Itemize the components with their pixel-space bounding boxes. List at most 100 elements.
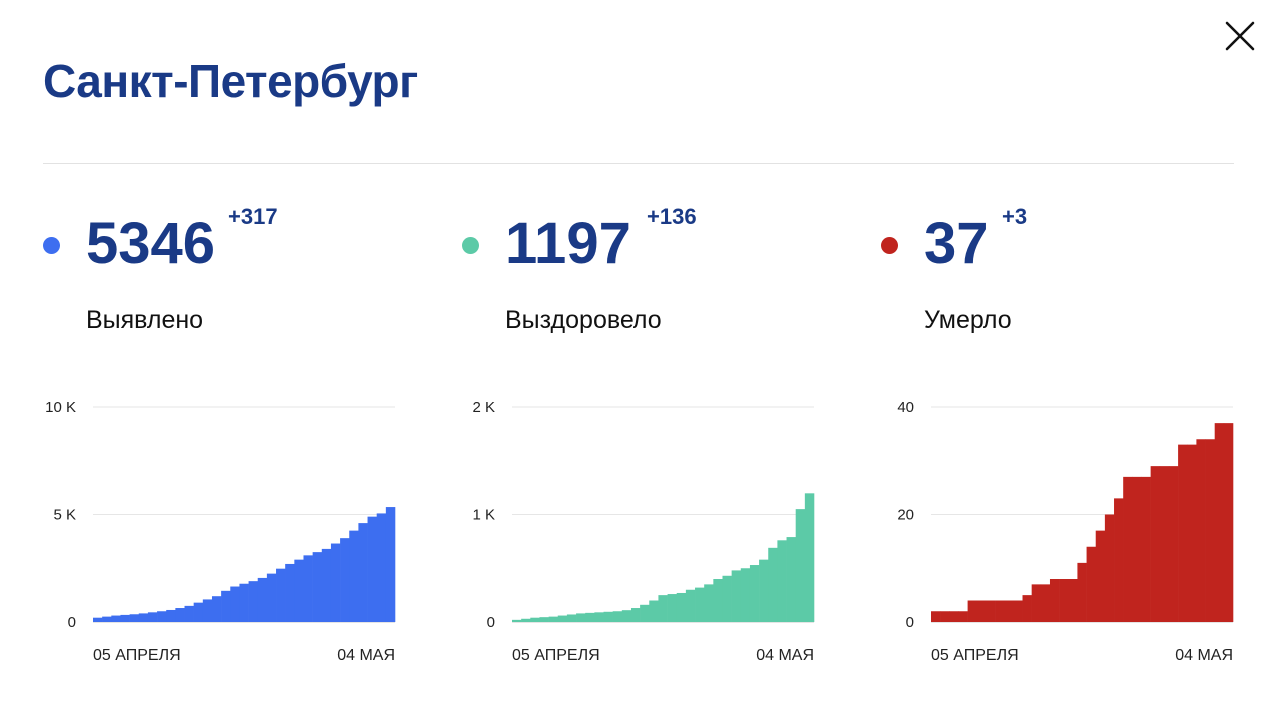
bar — [630, 608, 641, 622]
bar — [376, 513, 387, 622]
y-tick-label: 2 K — [472, 399, 495, 416]
bar — [1214, 423, 1225, 622]
bar — [621, 610, 632, 622]
bar — [230, 586, 240, 622]
stat-delta: +136 — [647, 204, 697, 229]
header-divider — [43, 163, 1234, 164]
stat-value: 37 — [924, 211, 989, 276]
bar — [102, 616, 112, 622]
bar — [1049, 579, 1060, 622]
bar — [603, 611, 613, 622]
bar — [1031, 584, 1042, 622]
y-tick-label: 40 — [897, 399, 914, 416]
close-button[interactable] — [1218, 14, 1262, 58]
bar — [795, 509, 806, 622]
bar — [1077, 562, 1087, 622]
bar — [704, 584, 714, 622]
bar — [749, 565, 760, 622]
bar — [93, 617, 103, 622]
stat-value: 5346 — [86, 211, 216, 276]
bar — [1104, 514, 1115, 622]
y-tick-label: 20 — [897, 507, 914, 524]
bar — [649, 600, 659, 622]
bar — [731, 570, 742, 622]
bar — [166, 609, 176, 622]
bar — [294, 559, 304, 622]
bar — [193, 602, 204, 622]
deaths-dot-icon — [881, 237, 898, 254]
stat-delta: +3 — [1002, 204, 1028, 229]
x-tick-label: 05 АПРЕЛЯ — [93, 647, 181, 664]
bar — [1178, 444, 1188, 622]
bar — [521, 618, 531, 622]
y-tick-label: 0 — [487, 614, 495, 631]
stat-label: Умерло — [924, 306, 1012, 334]
bar — [1022, 595, 1032, 622]
bar — [1196, 439, 1206, 622]
bar — [1040, 584, 1051, 622]
bar — [1095, 530, 1106, 622]
bar — [940, 611, 950, 622]
chart-deaths: 40 20 0 05 АПРЕЛЯ 04 МАЯ — [876, 390, 1236, 680]
bar — [276, 568, 286, 622]
bar — [740, 568, 751, 622]
bar — [1223, 423, 1234, 622]
bar — [804, 493, 815, 622]
bar — [967, 600, 978, 622]
bar — [330, 543, 341, 622]
stat-label: Выздоровело — [505, 306, 662, 334]
y-tick-label: 0 — [68, 614, 76, 631]
bar — [312, 552, 323, 622]
bar — [539, 617, 549, 622]
bar — [985, 600, 996, 622]
bar — [1086, 546, 1097, 622]
recovered-dot-icon — [462, 237, 479, 254]
bar — [512, 619, 522, 622]
bar — [685, 589, 696, 622]
bar — [557, 615, 568, 622]
bar — [576, 613, 586, 622]
chart-confirmed: 10 K 5 K 0 05 АПРЕЛЯ 04 МАЯ — [38, 390, 398, 680]
bar — [129, 614, 140, 622]
bar — [147, 612, 158, 622]
chart-recovered-svg: 2 K 1 K 0 05 АПРЕЛЯ 04 МАЯ — [472, 399, 815, 664]
bar — [777, 540, 787, 622]
bar — [759, 559, 769, 622]
bar — [340, 538, 350, 622]
bar — [257, 577, 268, 622]
bar — [1013, 600, 1023, 622]
bar — [266, 573, 277, 622]
bar — [1141, 476, 1151, 622]
bar — [722, 575, 732, 622]
bar — [221, 590, 231, 622]
bar — [713, 579, 723, 622]
bar — [1004, 600, 1014, 622]
bar — [976, 600, 987, 622]
bar — [358, 523, 368, 622]
bar — [612, 611, 623, 622]
bar — [239, 583, 249, 622]
stat-label: Выявлено — [86, 306, 204, 334]
bar — [958, 611, 968, 622]
bar — [1114, 498, 1124, 622]
bar — [548, 616, 559, 622]
x-tick-label: 04 МАЯ — [756, 647, 814, 664]
bar — [530, 617, 540, 622]
bar — [949, 611, 959, 622]
bar — [931, 611, 941, 622]
bar — [1150, 466, 1161, 622]
bar — [321, 548, 332, 622]
bar — [1187, 444, 1197, 622]
bar — [175, 608, 185, 622]
bar — [594, 612, 604, 622]
x-tick-label: 04 МАЯ — [1175, 647, 1233, 664]
stat-delta: +317 — [228, 204, 278, 229]
bar — [211, 596, 222, 622]
bar — [995, 600, 1005, 622]
bar — [1159, 466, 1170, 622]
x-tick-label: 05 АПРЕЛЯ — [931, 647, 1019, 664]
bar — [695, 587, 705, 622]
bar — [676, 592, 687, 622]
page-title: Санкт-Петербург — [43, 55, 418, 107]
y-tick-label: 5 K — [53, 507, 76, 524]
